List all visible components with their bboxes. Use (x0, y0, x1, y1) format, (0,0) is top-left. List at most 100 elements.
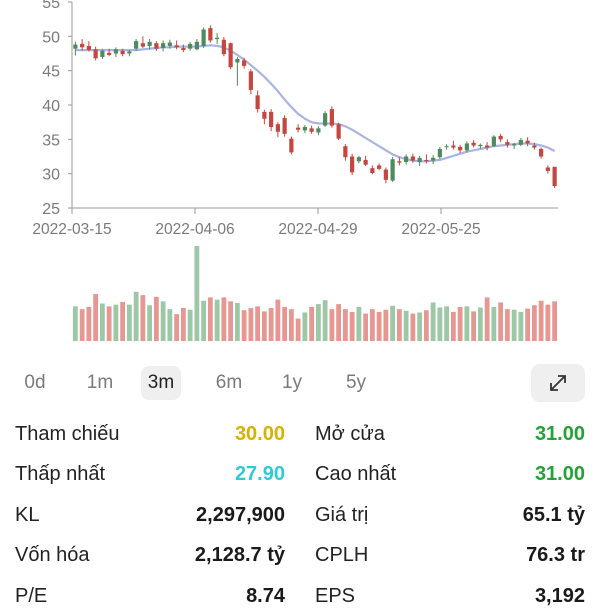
candle-body (552, 166, 557, 187)
volume-bar (99, 303, 105, 341)
volume-bar (437, 307, 443, 341)
volume-bar (268, 308, 274, 341)
volume-bar (342, 309, 348, 341)
candle-body (350, 156, 355, 173)
candle-body (485, 145, 490, 148)
volume-bar (147, 305, 153, 341)
volume-bar (531, 305, 537, 341)
y-tick-label: 40 (42, 98, 60, 115)
y-tick-label: 55 (42, 0, 60, 12)
candle-body (296, 127, 301, 130)
candle-body (458, 146, 463, 151)
range-0d-button[interactable]: 0d (24, 372, 46, 393)
volume-bar (369, 309, 375, 341)
price-chart[interactable]: 25 30 35 40 45 50 55 2022-03-15 2022-04-06 2022-0… (0, 0, 600, 350)
candle-body (383, 169, 388, 180)
stat-label: EPS (315, 585, 356, 607)
candle-body (154, 43, 159, 49)
stat-value-traded: Giá trị 65.1 tỷ (315, 495, 585, 535)
stat-high: Cao nhất 31.00 (315, 454, 585, 494)
volume-bar (491, 306, 497, 341)
volume-bar (106, 306, 112, 341)
candle-body (248, 71, 253, 90)
candle-body (269, 111, 274, 127)
candle-body (464, 143, 469, 151)
candle-body (181, 48, 186, 51)
volume-bar (430, 302, 436, 341)
volume-bar (120, 301, 126, 341)
volume-bar (133, 291, 139, 341)
candle-body (302, 126, 307, 131)
volume-bar (261, 311, 267, 341)
candle-body (201, 29, 206, 46)
volume-bar (302, 312, 308, 341)
x-tick-label: 2022-03-15 (32, 221, 111, 238)
volume-bar (248, 308, 254, 341)
y-tick-label: 45 (42, 64, 60, 81)
volume-bar (174, 314, 180, 341)
candle-body (545, 167, 550, 171)
stat-value: 76.3 tr (526, 544, 585, 566)
stat-value: 27.90 (234, 463, 285, 485)
stat-label: Mở cửa (315, 423, 385, 445)
volume-bar (545, 304, 551, 341)
volume-bar (315, 304, 321, 341)
candle-body (188, 43, 193, 49)
volume-bar (180, 308, 186, 341)
candle-body (397, 161, 402, 163)
volume-bar (376, 311, 382, 341)
candle-body (518, 140, 523, 145)
volume-bar (309, 306, 315, 341)
stat-label: Thấp nhất (15, 463, 106, 485)
volume-bar (275, 299, 281, 341)
candle-body (417, 157, 422, 162)
candle-body (242, 60, 247, 66)
stat-label: Cao nhất (315, 463, 397, 485)
stat-label: CPLH (315, 544, 369, 566)
candle-body (471, 142, 476, 146)
volume-bar (201, 300, 207, 341)
candle-body (93, 49, 98, 59)
candle-body (431, 157, 436, 161)
range-6m-button[interactable]: 6m (215, 372, 243, 393)
range-1m-button[interactable]: 1m (86, 372, 114, 393)
candle-body (275, 124, 280, 132)
candle-body (404, 156, 409, 162)
stat-value: 31.00 (534, 423, 585, 445)
volume-bar (457, 306, 463, 341)
stat-label: Giá trị (315, 504, 369, 526)
volume-bar (167, 309, 173, 341)
candle-body (174, 45, 179, 48)
candle-body (491, 136, 496, 147)
volume-bar (525, 308, 531, 341)
volume-bar (417, 312, 423, 341)
candle-body (147, 41, 152, 46)
moving-average-line (75, 44, 556, 163)
candle-body (329, 109, 334, 126)
volume-bar (228, 301, 234, 341)
volume-bar (322, 300, 328, 341)
expand-chart-button[interactable] (531, 364, 585, 402)
stat-value: 2,128.7 tỷ (194, 544, 285, 566)
range-3m-button[interactable]: 3m (141, 366, 181, 400)
candle-body (86, 45, 91, 51)
candle-body (215, 37, 220, 40)
range-5y-button[interactable]: 5y (345, 372, 367, 393)
stat-reference: Tham chiếu 30.00 (15, 414, 285, 454)
stat-eps: EPS 3,192 (315, 576, 585, 616)
volume-bar (552, 301, 558, 341)
volume-bar (356, 306, 362, 341)
candle-body (309, 128, 314, 132)
volume-bar (79, 309, 85, 341)
stat-label: Tham chiếu (15, 423, 120, 445)
volume-bar (349, 311, 355, 341)
stat-market-cap: Vốn hóa 2,128.7 tỷ (15, 535, 285, 575)
candle-body (167, 42, 172, 46)
volume-bar (477, 307, 483, 341)
range-1y-button[interactable]: 1y (281, 372, 303, 393)
volume-bar (255, 306, 261, 341)
candle-body (73, 44, 78, 49)
candle-body (478, 144, 483, 147)
y-tick-label: 35 (42, 132, 60, 149)
stat-value: 3,192 (534, 585, 585, 607)
